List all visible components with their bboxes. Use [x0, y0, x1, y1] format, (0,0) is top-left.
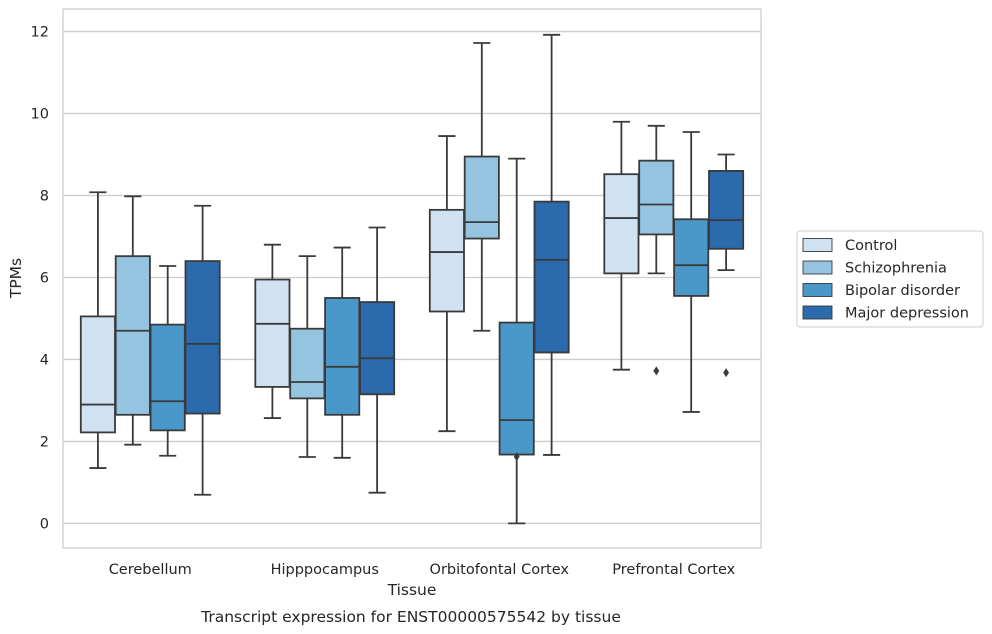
legend-label: Bipolar disorder	[845, 283, 960, 299]
x-tick-label: Prefrontal Cortex	[612, 562, 735, 578]
legend-swatch	[802, 238, 833, 252]
y-tick-label: 4	[40, 352, 49, 368]
x-tick-label: Hipppocampus	[271, 562, 379, 578]
box-iqr	[708, 170, 745, 250]
box	[289, 255, 326, 458]
x-tick-label: Cerebellum	[109, 562, 192, 578]
box-iqr	[254, 278, 291, 388]
box	[428, 135, 465, 433]
y-tick-label: 10	[31, 107, 49, 123]
box-iqr	[603, 173, 640, 275]
series-schizophrenia	[114, 42, 675, 458]
box	[638, 124, 675, 376]
box	[184, 204, 221, 496]
box-series	[79, 33, 745, 525]
box-iqr	[638, 159, 675, 236]
chart-caption: Transcript expression for ENST0000057554…	[200, 608, 621, 626]
box-iqr	[289, 327, 326, 400]
outlier-point	[723, 368, 730, 378]
box	[254, 243, 291, 419]
box-iqr	[533, 200, 570, 354]
outlier-point	[653, 366, 660, 376]
box	[114, 195, 151, 446]
box	[498, 157, 535, 525]
legend-swatch	[802, 260, 833, 275]
box	[603, 120, 640, 371]
series-control	[79, 120, 640, 469]
y-tick-label: 12	[31, 25, 49, 41]
box	[79, 191, 116, 469]
box	[673, 131, 710, 413]
y-tick-label: 8	[40, 188, 49, 204]
box-iqr	[79, 315, 116, 434]
box	[463, 42, 500, 332]
legend-swatch	[802, 305, 833, 320]
x-tick-label: Orbitofontal Cortex	[430, 562, 570, 578]
box-iqr	[428, 208, 465, 313]
legend-swatch	[802, 283, 833, 297]
box	[149, 265, 186, 457]
box	[533, 33, 570, 456]
y-tick-label: 2	[40, 434, 49, 450]
y-axis-label: TPMs	[7, 258, 25, 299]
box-iqr	[184, 260, 221, 415]
box-iqr	[324, 297, 361, 416]
series-major-depression	[184, 33, 745, 496]
box-iqr	[149, 323, 186, 432]
box-iqr	[463, 155, 500, 240]
x-axis-label: Tissue	[387, 581, 437, 599]
legend: Control Schizophrenia Bipolar disorder Majo…	[796, 230, 984, 328]
outlier-point	[513, 452, 520, 462]
box-iqr	[498, 321, 535, 456]
box	[324, 246, 361, 459]
plot-frame	[62, 8, 762, 549]
box	[708, 153, 745, 378]
legend-label: Major depression	[845, 306, 969, 322]
box-iqr	[673, 218, 710, 297]
y-tick-label: 6	[40, 270, 49, 286]
box-iqr	[359, 301, 396, 396]
legend-frame	[796, 230, 984, 328]
legend-label: Control	[845, 238, 897, 254]
x-tick-labels: Cerebellum Hipppocampus Orbitofontal Corte…	[109, 562, 736, 578]
y-tick-labels: 0 2 4 6 8 10 12	[31, 25, 49, 533]
box	[359, 226, 396, 494]
legend-label: Schizophrenia	[845, 261, 947, 277]
y-tick-label: 0	[40, 516, 49, 532]
series-bipolar-disorder	[149, 131, 710, 525]
box-iqr	[114, 255, 151, 416]
